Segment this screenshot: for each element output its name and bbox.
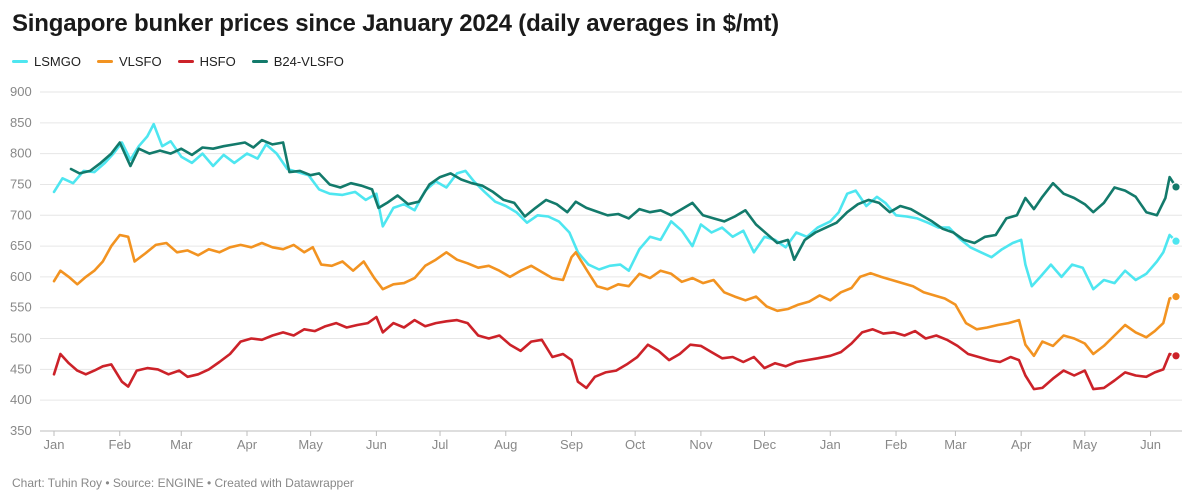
y-tick-label: 850 <box>10 115 32 130</box>
chart-credit: Chart: Tuhin Roy • Source: ENGINE • Crea… <box>12 476 354 490</box>
y-tick-label: 350 <box>10 423 32 438</box>
x-tick-label: Jan <box>820 437 841 452</box>
legend-label-lsmgo: LSMGO <box>34 54 81 69</box>
line-chart: 350 400 450 500 550 600 650 700 750 800 850 900 Jan… <box>10 84 1182 452</box>
x-tick-label: Jun <box>1140 437 1161 452</box>
x-tick-label: Apr <box>237 437 258 452</box>
x-tick-label: May <box>298 437 323 452</box>
y-tick-label: 800 <box>10 146 32 161</box>
x-tick-label: Apr <box>1011 437 1032 452</box>
x-tick-label: Feb <box>109 437 131 452</box>
x-tick-label: Oct <box>625 437 646 452</box>
legend-item-vlsfo: VLSFO <box>96 54 162 69</box>
y-tick-label: 500 <box>10 331 32 346</box>
x-tick-label: Aug <box>494 437 517 452</box>
x-tick-label: May <box>1073 437 1098 452</box>
x-tick-label: Jan <box>44 437 65 452</box>
series-end-marker-vlsfo <box>1171 291 1181 302</box>
x-tick-label: Nov <box>689 437 713 452</box>
series-end-marker-hsfo <box>1171 351 1181 361</box>
legend-label-hsfo: HSFO <box>199 54 236 69</box>
series-end-marker-b24-vlsfo <box>1171 182 1181 192</box>
legend-item-hsfo: HSFO <box>177 54 236 69</box>
grid <box>40 91 1182 432</box>
y-axis: 350 400 450 500 550 600 650 700 750 800 850 900 <box>10 84 32 438</box>
y-tick-label: 750 <box>10 176 32 191</box>
x-tick-label: Jul <box>432 437 449 452</box>
legend-label-vlsfo: VLSFO <box>118 54 162 69</box>
y-tick-label: 700 <box>10 207 32 222</box>
series-line-lsmgo <box>52 122 1178 291</box>
x-tick-label: Mar <box>170 437 193 452</box>
legend-swatch-hsfo <box>177 60 194 63</box>
x-tick-label: Mar <box>944 437 967 452</box>
y-tick-label: 450 <box>10 361 32 376</box>
x-tick-label: Dec <box>753 437 777 452</box>
legend-label-b24-vlsfo: B24-VLSFO <box>273 54 344 69</box>
series-line-b24-vlsfo <box>69 138 1178 261</box>
y-tick-label: 400 <box>10 392 32 407</box>
legend-swatch-b24-vlsfo <box>251 60 268 63</box>
series-end-marker-lsmgo <box>1171 236 1181 246</box>
y-tick-label: 550 <box>10 300 32 315</box>
y-tick-label: 650 <box>10 238 32 253</box>
legend-swatch-vlsfo <box>96 60 113 63</box>
x-axis: Jan Feb Mar Apr May Jun Jul Aug Sep Oct Nov Dec Jan F… <box>44 431 1161 452</box>
legend-item-b24-vlsfo: B24-VLSFO <box>251 54 344 69</box>
series-line-hsfo <box>52 315 1178 391</box>
legend: LSMGO VLSFO HSFO B24-VLSFO <box>12 54 344 69</box>
legend-item-lsmgo: LSMGO <box>12 54 81 69</box>
series-lines <box>52 122 1181 391</box>
y-tick-label: 900 <box>10 84 32 99</box>
y-tick-label: 600 <box>10 269 32 284</box>
chart-title: Singapore bunker prices since January 20… <box>12 10 779 37</box>
x-tick-label: Jun <box>366 437 387 452</box>
x-tick-label: Feb <box>885 437 907 452</box>
series-line-vlsfo <box>52 233 1178 358</box>
x-tick-label: Sep <box>560 437 583 452</box>
legend-swatch-lsmgo <box>12 60 28 63</box>
